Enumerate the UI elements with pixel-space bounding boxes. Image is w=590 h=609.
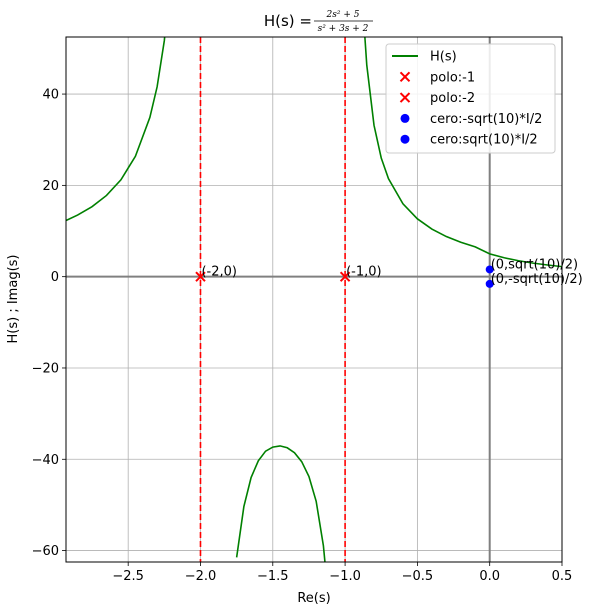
- point-annotation: (-2,0): [201, 265, 237, 280]
- series-h-s-line: [364, 37, 562, 268]
- pole-marker-polo-2-stroke: [195, 271, 206, 282]
- chart-title: H(s) = 2s² + 5 s² + 3s + 2: [264, 10, 373, 34]
- legend-x-swatch: [399, 92, 411, 103]
- legend-entry-polo-2: polo:-2: [399, 91, 475, 106]
- point-annotation: (0,-sqrt(10)/2): [491, 272, 583, 287]
- y-tick-label: −20: [32, 361, 59, 376]
- x-tick-label: −2.5: [112, 569, 144, 584]
- x-tick-label: −1.5: [257, 569, 289, 584]
- marker-layer: [195, 265, 494, 288]
- y-tick-label: 0: [51, 270, 59, 285]
- series-layer: [66, 37, 562, 562]
- pole-marker-polo-2: [195, 271, 206, 282]
- pole-marker-polo-1-stroke: [339, 271, 351, 282]
- legend-entry-h-s: H(s): [392, 50, 457, 65]
- annotation-layer: (-2,0) (-1,0) (0,sqrt(10)/2)(0,-sqrt(10)/2…: [201, 257, 582, 286]
- y-tick-label: −40: [32, 453, 59, 468]
- series-h-s-line: [66, 37, 166, 222]
- legend-label: cero:-sqrt(10)*I/2: [430, 112, 542, 127]
- legend-entry-cero-sqrt-10-i-2: cero:sqrt(10)*I/2: [400, 133, 538, 148]
- chart-title-prefix: H(s) =: [264, 12, 312, 30]
- legend-label: H(s): [430, 50, 457, 65]
- x-tick-label: 0.5: [552, 569, 573, 584]
- x-tick-label: −0.5: [402, 569, 434, 584]
- pole-marker-polo-1: [339, 271, 351, 282]
- y-tick-label: 20: [42, 179, 59, 194]
- legend-dot-swatch: [400, 113, 410, 123]
- legend-label: cero:sqrt(10)*I/2: [430, 133, 538, 148]
- legend-x-swatch: [399, 71, 411, 83]
- legend-dot-swatch: [400, 134, 410, 144]
- zero-marker-cero-sqrt-10-i-2: [485, 279, 494, 288]
- x-tick-label: −1.0: [329, 569, 361, 584]
- y-tick-label: 40: [42, 88, 59, 103]
- legend-label: polo:-2: [430, 91, 475, 106]
- legend-box: [385, 43, 556, 154]
- x-tick-label: 0.0: [479, 569, 500, 584]
- x-tick-label: −2.0: [185, 569, 217, 584]
- x-axis-label: Re(s): [297, 591, 330, 606]
- legend: H(s) polo:-1 polo:-2 cero:-sqrt(10)*I/2 cero…: [385, 43, 556, 154]
- zero-marker-cero-sqrt-10-i-2: [485, 265, 494, 274]
- chart-title-numerator: 2s² + 5: [326, 10, 360, 20]
- point-annotation: (-1,0): [346, 265, 382, 280]
- legend-x-swatch-stroke: [399, 92, 411, 103]
- series-h-s-line: [235, 445, 326, 562]
- chart-title-denominator: s² + 3s + 2: [318, 24, 369, 34]
- legend-entry-cero-sqrt-10-i-2: cero:-sqrt(10)*I/2: [400, 112, 542, 127]
- point-annotation: (0,sqrt(10)/2): [491, 257, 578, 272]
- y-tick-label: −60: [32, 544, 59, 559]
- legend-label: polo:-1: [430, 70, 475, 85]
- legend-entry-polo-1: polo:-1: [399, 70, 475, 85]
- plot-frame: [65, 36, 563, 563]
- tick-layer: −2.5 −2.0 −1.5 −1.0 −0.5 0.0 0.5 −60 −40 −20 0 20 40: [32, 88, 573, 584]
- legend-x-swatch-stroke: [399, 71, 411, 83]
- y-axis-label: H(s) ; Imag(s): [6, 255, 21, 344]
